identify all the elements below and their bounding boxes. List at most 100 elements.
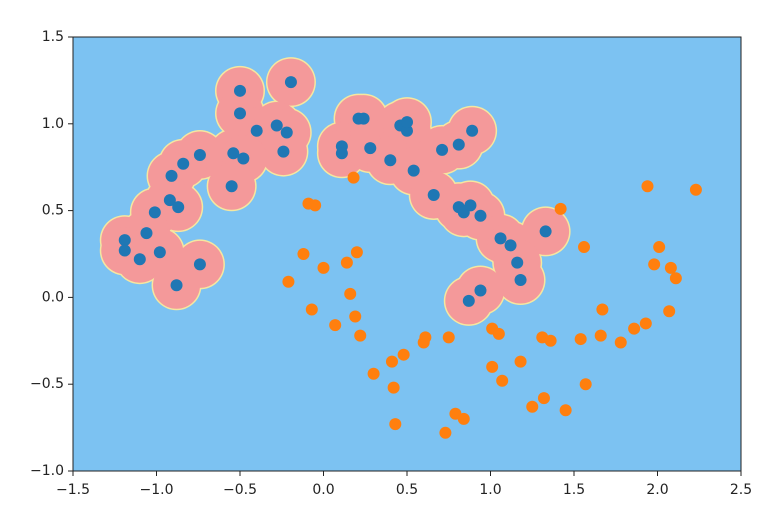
point — [466, 124, 479, 137]
point — [118, 234, 131, 247]
point — [297, 248, 310, 260]
point — [284, 76, 297, 89]
point — [664, 261, 677, 274]
point — [526, 400, 539, 413]
point — [514, 355, 527, 368]
x-tick-label: 0.5 — [396, 482, 418, 498]
point — [282, 275, 295, 288]
point — [496, 374, 509, 387]
point — [153, 246, 166, 259]
x-tick-label: 2.5 — [730, 482, 752, 498]
point — [133, 253, 146, 266]
point — [329, 319, 342, 332]
point — [544, 334, 557, 347]
y-tick-label: 0.0 — [42, 289, 64, 305]
point — [118, 244, 131, 257]
point — [689, 183, 702, 196]
y-tick-label: 0.5 — [42, 203, 64, 219]
point — [364, 142, 377, 155]
point — [457, 412, 470, 425]
point — [389, 418, 402, 431]
point — [280, 126, 293, 139]
y-tick-label: −0.5 — [30, 376, 64, 392]
point — [494, 232, 507, 245]
x-tick-label: −1.0 — [140, 482, 174, 498]
point — [511, 256, 524, 269]
point — [559, 404, 572, 417]
point — [474, 209, 487, 222]
point — [344, 287, 357, 300]
point — [579, 378, 592, 391]
x-tick-label: 2.0 — [646, 482, 668, 498]
plot-marks — [118, 76, 702, 439]
point — [596, 303, 609, 316]
y-tick-label: 1.5 — [42, 29, 64, 45]
point — [669, 272, 682, 285]
point — [193, 149, 206, 162]
point — [270, 119, 283, 132]
point — [340, 256, 353, 269]
x-tick-label: 0.0 — [312, 482, 334, 498]
point — [452, 138, 465, 151]
point — [170, 279, 183, 292]
point — [514, 274, 527, 287]
point — [427, 188, 440, 201]
point — [163, 194, 176, 207]
point — [663, 305, 676, 318]
point — [407, 164, 420, 177]
point — [639, 317, 652, 330]
x-tick-label: 1.5 — [563, 482, 585, 498]
y-tick-label: −1.0 — [30, 463, 64, 479]
point — [653, 241, 666, 254]
point — [317, 261, 330, 274]
point — [193, 258, 206, 271]
point — [492, 327, 505, 340]
point — [172, 201, 185, 214]
point — [439, 426, 452, 439]
point — [614, 336, 627, 349]
point — [165, 169, 178, 182]
point — [225, 180, 238, 193]
point — [539, 225, 552, 238]
point — [384, 154, 397, 167]
x-tick-label: −1.5 — [56, 482, 90, 498]
point — [397, 348, 410, 361]
point — [401, 116, 413, 129]
point — [387, 381, 400, 394]
point — [250, 124, 263, 137]
point — [554, 202, 567, 215]
x-tick-label: 1.0 — [479, 482, 501, 498]
point — [237, 152, 250, 165]
point — [641, 180, 654, 193]
point — [234, 107, 246, 120]
point — [347, 171, 360, 184]
point — [442, 331, 455, 344]
point — [305, 303, 318, 316]
point — [436, 143, 449, 156]
point — [486, 360, 499, 373]
point — [354, 329, 367, 342]
point — [335, 147, 348, 160]
point — [537, 392, 550, 405]
point — [464, 199, 477, 212]
point — [234, 84, 246, 97]
point — [504, 239, 517, 252]
point — [574, 333, 587, 346]
point — [462, 294, 475, 307]
x-tick-label: −0.5 — [223, 482, 257, 498]
point — [309, 199, 322, 212]
point — [140, 227, 153, 240]
point — [367, 367, 380, 380]
point — [401, 124, 413, 137]
point — [628, 322, 641, 335]
point — [277, 145, 290, 158]
point — [417, 336, 430, 349]
point — [385, 355, 398, 368]
point — [177, 157, 190, 170]
point — [594, 329, 607, 342]
point — [578, 241, 591, 254]
point — [349, 310, 362, 323]
point — [227, 147, 240, 160]
point — [474, 284, 487, 297]
